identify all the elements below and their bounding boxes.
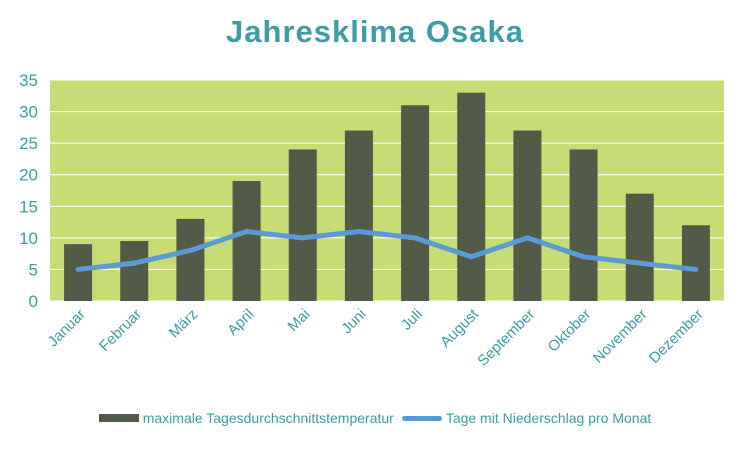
plot-area [50,80,724,301]
line-point [695,268,697,270]
line-point [77,268,79,270]
legend-swatch-bars [98,414,139,422]
line-point [583,256,585,258]
bar [457,92,486,301]
bar [344,130,373,301]
chart-title: Jahresklima Osaka [226,14,524,49]
line-point [189,249,191,251]
x-tick-label: Juni [338,306,369,337]
x-tick-label: Dezember [646,306,707,367]
x-tick-label: Februar [96,306,145,355]
y-tick-label: 30 [19,103,38,122]
legend: maximale Tagesdurchschnittstemperatur Ta… [0,410,750,426]
bar [625,193,654,301]
line-point [414,237,416,239]
bar [569,149,598,301]
legend-label-line: Tage mit Niederschlag pro Monat [445,410,652,426]
line-point [302,237,304,239]
legend-item-line: Tage mit Niederschlag pro Monat [401,410,652,426]
x-tick-label: August [437,305,483,351]
line-point [133,262,135,264]
bar [120,241,149,301]
line-point [246,231,248,233]
x-tick-label: Juli [398,306,426,334]
y-tick-label: 0 [29,292,38,311]
x-tick-label: April [224,306,257,339]
y-tick-label: 20 [19,166,38,185]
bar [681,225,710,301]
line-point [470,256,472,258]
bar [401,105,430,301]
y-tick-label: 35 [19,71,38,90]
bar [176,218,205,301]
y-tick-label: 10 [19,229,38,248]
y-tick-label: 5 [29,260,38,279]
x-tick-label: Januar [44,306,88,350]
bar [513,130,542,301]
y-tick-label: 15 [19,197,38,216]
bar [232,181,261,301]
legend-swatch-line [401,415,442,421]
x-tick-label: Oktober [545,306,595,356]
legend-item-bars: maximale Tagesdurchschnittstemperatur [98,410,394,426]
bar [288,149,317,301]
line-point [526,237,528,239]
x-tick-label: September [474,306,538,370]
bar [64,244,93,301]
precipitation-line [75,229,699,272]
y-tick-label: 25 [19,134,38,153]
x-tick-label: November [590,306,651,367]
x-tick-label: Mai [284,306,313,335]
x-tick-label: März [166,306,202,342]
line-point [639,262,641,264]
line-point [358,231,360,233]
legend-label-bars: maximale Tagesdurchschnittstemperatur [142,410,394,426]
